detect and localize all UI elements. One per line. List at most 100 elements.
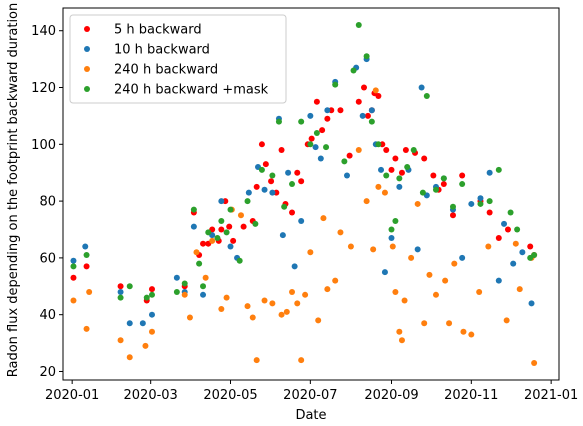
legend-item: 5 h backward xyxy=(84,23,202,38)
legend-label: 240 h backward +mask xyxy=(114,83,269,98)
series-4 xyxy=(70,22,538,301)
data-point xyxy=(200,240,207,247)
x-tick-label: 2020-09 xyxy=(364,388,418,403)
data-point xyxy=(209,237,216,244)
data-point xyxy=(126,283,133,290)
data-point xyxy=(432,186,439,193)
data-point xyxy=(516,286,523,293)
data-point xyxy=(430,172,437,179)
data-point xyxy=(117,288,124,295)
data-point xyxy=(269,172,276,179)
data-point xyxy=(460,328,467,335)
data-point xyxy=(486,209,493,216)
data-point xyxy=(402,146,409,153)
x-tick-label: 2021-01 xyxy=(524,388,578,403)
data-point xyxy=(227,206,234,213)
data-point xyxy=(294,169,301,176)
data-point xyxy=(332,277,339,284)
data-point xyxy=(477,195,484,202)
data-point xyxy=(181,291,188,298)
data-point xyxy=(388,226,395,233)
data-point xyxy=(289,181,296,188)
data-point xyxy=(70,263,77,270)
data-point xyxy=(190,223,197,230)
data-point xyxy=(375,93,382,100)
data-point xyxy=(324,286,331,293)
data-point xyxy=(396,328,403,335)
data-point xyxy=(512,240,519,247)
data-point xyxy=(200,291,207,298)
data-point xyxy=(503,317,510,324)
data-point xyxy=(291,263,298,270)
data-point xyxy=(440,175,447,182)
legend: 5 h backward 10 h backward 240 h backward 2… xyxy=(69,14,287,104)
data-point xyxy=(383,172,390,179)
data-point xyxy=(332,81,339,88)
data-point xyxy=(531,359,538,366)
x-tick-label: 2020-11 xyxy=(444,388,498,403)
data-point xyxy=(476,288,483,295)
data-point xyxy=(359,112,366,119)
data-point xyxy=(86,288,93,295)
data-point xyxy=(495,166,502,173)
data-point xyxy=(308,135,315,142)
data-point xyxy=(262,161,269,168)
data-point xyxy=(269,300,276,307)
data-point xyxy=(446,320,453,327)
data-point xyxy=(236,257,243,264)
data-point xyxy=(324,107,331,114)
data-point xyxy=(70,297,77,304)
data-point xyxy=(528,300,535,307)
data-point xyxy=(350,67,357,74)
data-point xyxy=(421,320,428,327)
legend-label: 10 h backward xyxy=(114,43,210,58)
data-point xyxy=(240,223,247,230)
data-point xyxy=(298,357,305,364)
x-axis-title: Date xyxy=(295,408,326,423)
data-point xyxy=(375,183,382,190)
data-point xyxy=(139,320,146,327)
data-point xyxy=(372,87,379,94)
data-point xyxy=(477,200,484,207)
data-point xyxy=(320,215,327,222)
data-point xyxy=(468,331,475,338)
data-point xyxy=(468,200,475,207)
y-axis-title: Radon flux depending on the footprint ba… xyxy=(6,3,21,378)
data-point xyxy=(347,243,354,250)
data-point xyxy=(419,189,426,196)
data-point xyxy=(323,144,330,151)
data-point xyxy=(294,300,301,307)
legend-marker xyxy=(84,26,90,32)
data-point xyxy=(279,232,286,239)
data-point xyxy=(173,274,180,281)
data-point xyxy=(514,226,521,233)
data-point xyxy=(70,257,77,264)
data-point xyxy=(312,144,319,151)
legend-marker xyxy=(84,86,90,92)
data-point xyxy=(307,112,314,119)
data-point xyxy=(313,129,320,136)
data-point xyxy=(268,178,275,185)
data-point xyxy=(361,84,367,91)
y-tick-label: 100 xyxy=(31,138,56,153)
data-point xyxy=(193,249,200,256)
legend-label: 240 h backward xyxy=(114,63,218,78)
data-point xyxy=(230,237,237,244)
x-tick-label: 2020-07 xyxy=(283,388,337,403)
data-point xyxy=(370,246,377,253)
data-point xyxy=(82,243,89,250)
data-point xyxy=(459,181,466,188)
data-point xyxy=(368,107,375,114)
data-point xyxy=(117,294,124,301)
data-point xyxy=(261,297,268,304)
data-point xyxy=(378,166,385,173)
data-point xyxy=(341,158,348,165)
data-point xyxy=(459,172,466,179)
data-point xyxy=(83,325,90,332)
data-point xyxy=(313,98,320,105)
data-point xyxy=(501,220,508,227)
data-point xyxy=(408,254,415,261)
data-point xyxy=(223,294,230,301)
data-point xyxy=(531,252,538,259)
